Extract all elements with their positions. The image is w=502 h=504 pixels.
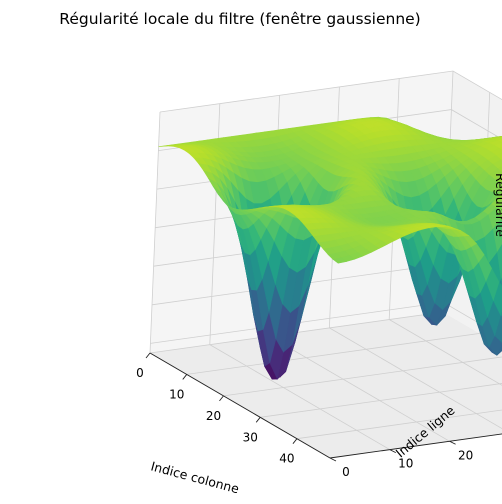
x-tick-label: 30 — [243, 430, 258, 444]
y-axis-line — [329, 433, 502, 459]
y-tick-label: 0 — [342, 465, 350, 479]
x-tick-mark — [182, 374, 188, 380]
y-tick-mark — [389, 449, 396, 454]
surface-mesh — [158, 116, 502, 380]
chart-title: Régularité locale du filtre (fenêtre gau… — [59, 10, 420, 28]
y-tick-label: 10 — [398, 457, 413, 471]
x-tick-label: 20 — [206, 409, 221, 423]
x-tick-mark — [255, 417, 261, 423]
x-tick-label: 40 — [279, 452, 294, 466]
x-gridline — [260, 383, 502, 418]
x-axis-line — [149, 352, 331, 459]
x-tick-mark — [219, 395, 224, 402]
x-tick-label: 10 — [169, 387, 184, 401]
x-tick-mark — [145, 352, 151, 359]
floor-pane — [150, 312, 502, 458]
y-tick-mark — [449, 440, 456, 445]
y-tick-mark — [329, 457, 337, 462]
x-axis-label: Indice colonne — [149, 458, 241, 496]
x-tick-mark — [292, 438, 298, 444]
axes: 0102030400102030400.0−0.2−0.4−0.6−0.8−1.… — [136, 352, 502, 479]
y-tick-label: 20 — [458, 448, 473, 462]
x-tick-label: 0 — [136, 366, 144, 380]
z-gridline — [159, 70, 502, 113]
z-axis-label: Régularité — [493, 173, 502, 237]
x-gridline — [223, 356, 502, 397]
surface-facet — [332, 257, 347, 264]
surface-facet — [498, 180, 502, 184]
x-gridline — [296, 409, 502, 440]
